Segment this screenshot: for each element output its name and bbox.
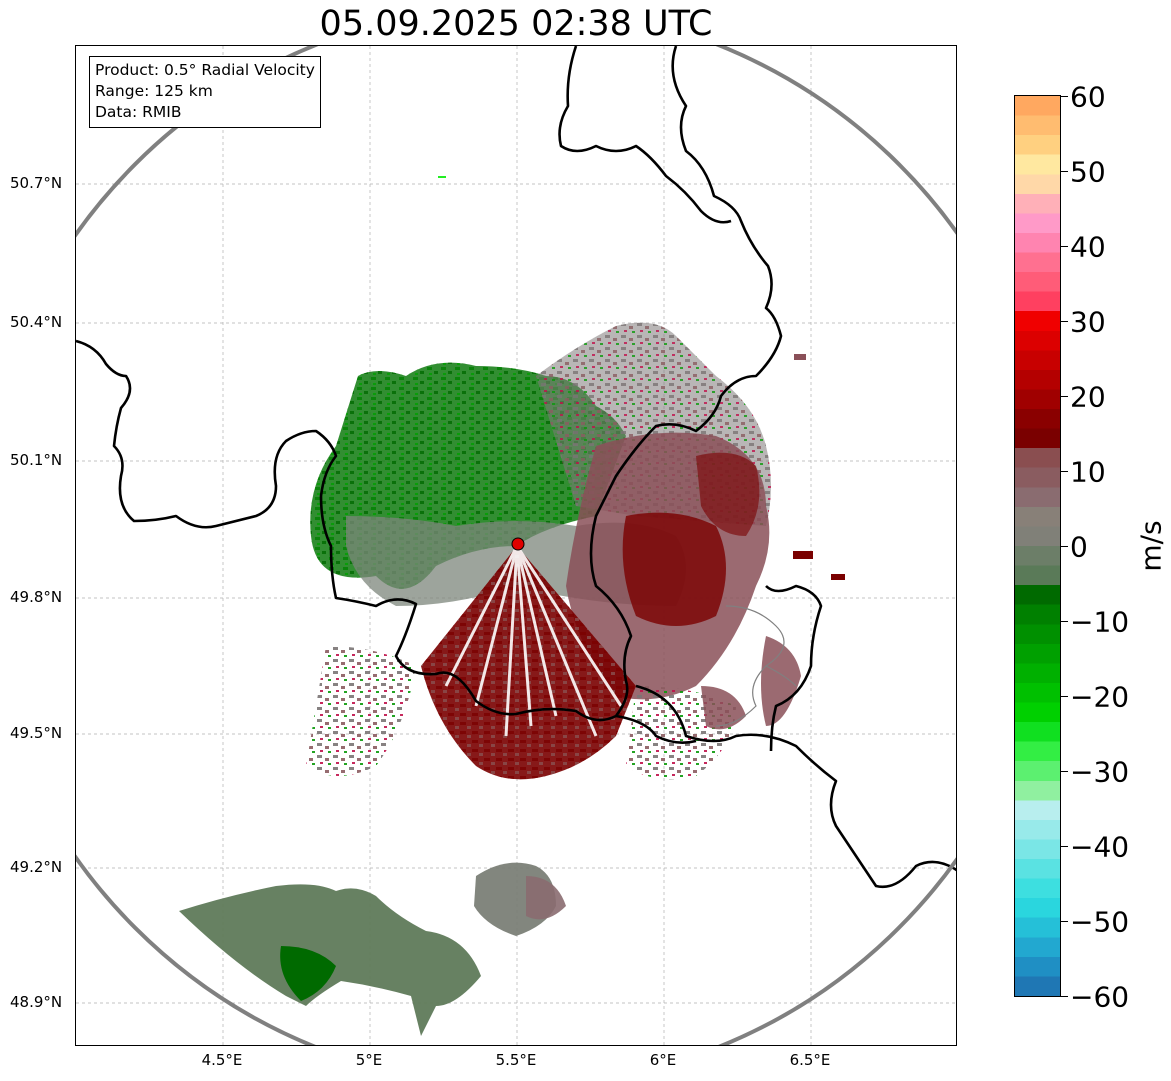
product-info-box: Product: 0.5° Radial Velocity Range: 125… (89, 56, 321, 128)
colorbar-tick (1061, 396, 1068, 397)
colorbar-tick-label: 60 (1070, 80, 1106, 114)
colorbar-tick-label: −20 (1070, 680, 1130, 714)
radar-site-marker[interactable] (511, 537, 525, 551)
colorbar-tick-label: 40 (1070, 230, 1106, 264)
colorbar-tick (1061, 321, 1068, 322)
colorbar-tick (1061, 621, 1068, 622)
lon-label: 5.5°E (495, 1051, 537, 1069)
colorbar-tick-label: 0 (1070, 530, 1088, 564)
lat-label: 49.2°N (10, 858, 63, 876)
lat-label: 50.1°N (10, 451, 63, 469)
data-source-label: Data: RMIB (95, 103, 182, 121)
lat-label: 48.9°N (10, 993, 63, 1011)
lon-label: 4.5°E (201, 1051, 243, 1069)
lat-label: 49.5°N (10, 724, 63, 742)
radar-map-canvas (76, 46, 956, 1045)
colorbar-tick-label: 10 (1070, 455, 1106, 489)
colorbar-tick-label: −40 (1070, 830, 1130, 864)
colorbar-tick-label: −60 (1070, 980, 1130, 1014)
colorbar-tick (1061, 546, 1068, 547)
lon-label: 5°E (355, 1051, 383, 1069)
colorbar-tick (1061, 471, 1068, 472)
lat-label: 50.4°N (10, 313, 63, 331)
colorbar-tick (1061, 696, 1068, 697)
range-label: Range: 125 km (95, 82, 213, 100)
colorbar-tick (1061, 171, 1068, 172)
colorbar-tick (1061, 996, 1068, 997)
colorbar-tick (1061, 921, 1068, 922)
colorbar-unit-label: m/s (1134, 520, 1168, 572)
colorbar-tick-label: 30 (1070, 305, 1106, 339)
colorbar-tick (1061, 96, 1068, 97)
lat-label: 49.8°N (10, 588, 63, 606)
province-borders (715, 605, 797, 727)
lat-label: 50.7°N (10, 174, 63, 192)
country-borders (76, 46, 956, 889)
product-label: Product: 0.5° Radial Velocity (95, 61, 315, 79)
map-title: 05.09.2025 02:38 UTC (319, 4, 713, 44)
radar-echoes (179, 176, 845, 1036)
colorbar-tick (1061, 771, 1068, 772)
colorbar-tick-label: −30 (1070, 755, 1130, 789)
colorbar-tick-label: 50 (1070, 155, 1106, 189)
colorbar-tick (1061, 246, 1068, 247)
colorbar-tick-label: 20 (1070, 380, 1106, 414)
colorbar-tick (1061, 846, 1068, 847)
lon-label: 6°E (649, 1051, 677, 1069)
radar-map[interactable] (75, 45, 957, 1046)
colorbar-tick-label: −10 (1070, 605, 1130, 639)
colorbar-tick-label: −50 (1070, 905, 1130, 939)
lon-label: 6.5°E (789, 1051, 831, 1069)
colorbar (1014, 95, 1061, 997)
